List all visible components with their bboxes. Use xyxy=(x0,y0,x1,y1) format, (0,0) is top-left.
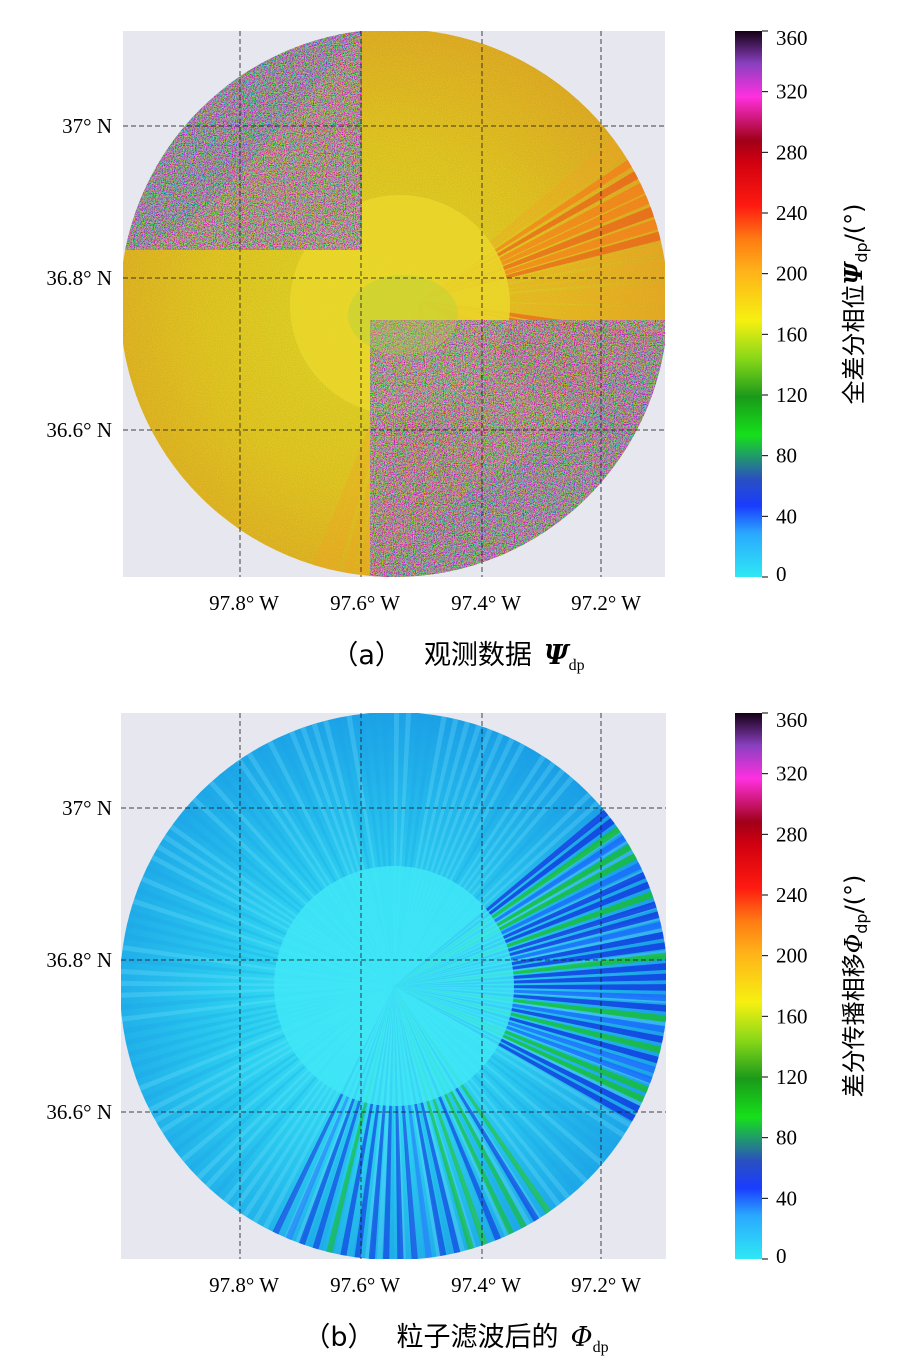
colorbar-tick-label: 280 xyxy=(776,822,808,846)
colorbar-a-label: 全差分相位Ψdp/(°) xyxy=(839,203,871,404)
y-tick-label: 36.6° N xyxy=(46,1100,112,1124)
colorbar-tick-label: 280 xyxy=(776,140,808,164)
colorbar-tick-label: 80 xyxy=(776,1126,797,1150)
colorbar-tick-label: 240 xyxy=(776,201,808,225)
colorbar-tick-label: 160 xyxy=(776,322,808,346)
colorbar-tick-label: 200 xyxy=(776,944,808,968)
x-tick-label: 97.4° W xyxy=(451,1273,521,1297)
colorbar-tick-label: 40 xyxy=(776,1186,797,1210)
x-ticks-b: 97.8° W 97.6° W 97.4° W 97.2° W xyxy=(209,1273,641,1297)
colorbar-tick-label: 120 xyxy=(776,383,808,407)
colorbar-b-label: 差分传播相移Φdp/(°) xyxy=(840,875,871,1098)
colorbar-tick-label: 80 xyxy=(776,444,797,468)
panel-b: 37° N 36.8° N 36.6° N 97.8° W 97.6° W 97… xyxy=(46,666,871,1356)
colorbar-tick-label: 240 xyxy=(776,883,808,907)
x-tick-label: 97.4° W xyxy=(451,591,521,615)
x-tick-label: 97.8° W xyxy=(209,1273,279,1297)
colorbar-a-bar xyxy=(735,31,762,577)
y-tick-label: 36.6° N xyxy=(46,418,112,442)
panel-a: 37° N 36.8° N 36.6° N 97.8° W 97.6° W 97… xyxy=(46,20,871,674)
y-ticks-a: 37° N 36.8° N 36.6° N xyxy=(46,114,112,442)
colorbar-tick-label: 160 xyxy=(776,1004,808,1028)
colorbar-tick-label: 0 xyxy=(776,1244,787,1268)
y-tick-label: 36.8° N xyxy=(46,948,112,972)
colorbar-tick-label: 200 xyxy=(776,262,808,286)
x-tick-label: 97.2° W xyxy=(571,1273,641,1297)
colorbar-tick-label: 0 xyxy=(776,562,787,586)
colorbar-tick-label: 360 xyxy=(776,26,808,50)
colorbar-tick-label: 40 xyxy=(776,504,797,528)
x-tick-label: 97.6° W xyxy=(330,591,400,615)
colorbar-b-bar xyxy=(735,713,762,1259)
y-tick-label: 37° N xyxy=(62,114,112,138)
y-tick-label: 36.8° N xyxy=(46,266,112,290)
x-tick-label: 97.2° W xyxy=(571,591,641,615)
colorbar-a: 0 40 80 120 160 200 240 280 320 360 全差分相位Ψdp/(°) xyxy=(735,26,871,586)
caption-a: （a） 观测数据 Ψdp xyxy=(331,640,584,674)
colorbar-tick-label: 320 xyxy=(776,80,808,104)
caption-b: （b） 粒子滤波后的 Φdp xyxy=(303,1322,608,1356)
y-tick-label: 37° N xyxy=(62,796,112,820)
x-tick-label: 97.6° W xyxy=(330,1273,400,1297)
colorbar-tick-label: 120 xyxy=(776,1065,808,1089)
x-tick-label: 97.8° W xyxy=(209,591,279,615)
y-ticks-b: 37° N 36.8° N 36.6° N xyxy=(46,796,112,1124)
colorbar-b: 0 40 80 120 160 200 240 280 320 360 差分传播相移Φdp/(°) xyxy=(735,708,871,1268)
colorbar-tick-label: 320 xyxy=(776,762,808,786)
figure: 37° N 36.8° N 36.6° N 97.8° W 97.6° W 97… xyxy=(0,0,916,1371)
heatmap-core xyxy=(274,866,514,1106)
colorbar-tick-label: 360 xyxy=(776,708,808,732)
x-ticks-a: 97.8° W 97.6° W 97.4° W 97.2° W xyxy=(209,591,641,615)
